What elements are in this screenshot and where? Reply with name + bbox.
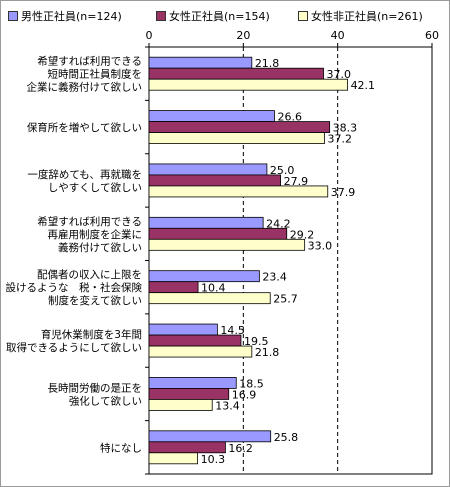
data-label-series-2: 29.2 [290, 228, 315, 241]
data-label-series-3: 37.9 [331, 186, 356, 199]
data-label-series-1: 26.6 [277, 111, 302, 124]
data-label-series-1: 25.8 [274, 431, 299, 444]
legend-swatch-series-3 [298, 11, 308, 21]
category-label: 希望すれば利用できる再雇用制度を企業に義務付けて欲しい [37, 215, 142, 254]
data-label-series-1: 14.5 [220, 324, 245, 337]
bar-series-1 [148, 430, 272, 443]
data-label-series-3: 42.1 [351, 79, 376, 92]
legend-swatch-series-2 [156, 11, 166, 21]
bar-series-3 [148, 78, 348, 91]
bar-series-1 [148, 216, 264, 229]
x-tick-label: 40 [331, 29, 345, 42]
category-label: 希望すれば利用できる短時間正社員制度を企業に義務付けて欲しい [27, 55, 143, 94]
legend-label-series-1: 男性正社員(n=124) [21, 10, 122, 23]
data-label-series-1: 25.0 [270, 164, 295, 177]
bar-series-1 [148, 270, 260, 283]
data-label-series-2: 16.2 [228, 442, 253, 455]
data-label-series-3: 33.0 [308, 239, 333, 252]
legend-label-series-2: 女性正社員(n=154) [169, 10, 270, 23]
data-label-series-1: 23.4 [262, 271, 287, 284]
bar-series-2 [148, 174, 281, 187]
bar-series-3 [148, 452, 198, 465]
data-label-series-3: 25.7 [273, 293, 298, 306]
bar-series-2 [148, 227, 288, 240]
bar-series-2 [148, 67, 324, 80]
data-label-series-1: 21.8 [255, 57, 280, 70]
data-label-series-2: 16.9 [232, 388, 257, 401]
bar-series-3 [148, 238, 306, 251]
bar-series-2 [148, 121, 331, 133]
data-label-series-3: 21.8 [255, 346, 280, 359]
data-label-series-2: 38.3 [333, 122, 358, 135]
x-tick-label: 0 [146, 29, 153, 42]
bar-series-3 [148, 345, 253, 358]
bar-series-2 [148, 281, 199, 294]
bar-series-3 [148, 132, 325, 144]
bar-series-1 [148, 163, 268, 176]
legend: 男性正社員(n=124) 女性正社員(n=154) 女性非正社員(n=261) [0, 8, 450, 24]
x-tick-label: 60 [425, 29, 439, 42]
bar-series-2 [148, 388, 230, 400]
data-label-series-1: 18.5 [239, 377, 264, 390]
data-label-series-2: 10.4 [201, 282, 226, 295]
data-label-series-3: 13.4 [215, 399, 240, 412]
bar-series-1 [148, 56, 253, 69]
data-label-series-2: 19.5 [244, 335, 269, 348]
bar-series-2 [148, 334, 242, 347]
category-label: 長時間労働の是正を強化して欲しい [48, 381, 143, 407]
data-label-series-2: 37.0 [327, 68, 352, 81]
data-label-series-3: 37.2 [327, 133, 352, 146]
legend-item-series-1: 男性正社員(n=124) [8, 8, 122, 24]
bar-series-1 [148, 377, 237, 389]
category-label: 特になし [100, 442, 142, 454]
data-label-series-3: 10.3 [201, 453, 226, 466]
bar-series-2 [148, 441, 226, 454]
bar-series-3 [148, 292, 271, 305]
bar-series-3 [148, 399, 213, 411]
legend-item-series-2: 女性正社員(n=154) [156, 8, 270, 24]
data-label-series-1: 24.2 [266, 217, 291, 230]
bar-series-1 [148, 323, 218, 336]
data-label-series-2: 27.9 [284, 175, 309, 188]
category-label: 一度辞めても、再就職をしやすくして欲しい [27, 168, 142, 194]
legend-label-series-3: 女性非正社員(n=261) [311, 10, 423, 23]
category-label: 育児休業制度を3年間取得できるようにして欲しい [6, 328, 142, 354]
legend-item-series-3: 女性非正社員(n=261) [298, 8, 423, 24]
legend-swatch-series-1 [8, 11, 18, 21]
bar-series-1 [148, 110, 275, 122]
category-label: 保育所を増やして欲しい [27, 121, 142, 134]
bar-series-3 [148, 185, 329, 198]
x-tick-label: 20 [236, 29, 250, 42]
category-label: 配偶者の収入に上限を設けるような 税・社会保険制度を変えて欲しい [6, 268, 143, 307]
